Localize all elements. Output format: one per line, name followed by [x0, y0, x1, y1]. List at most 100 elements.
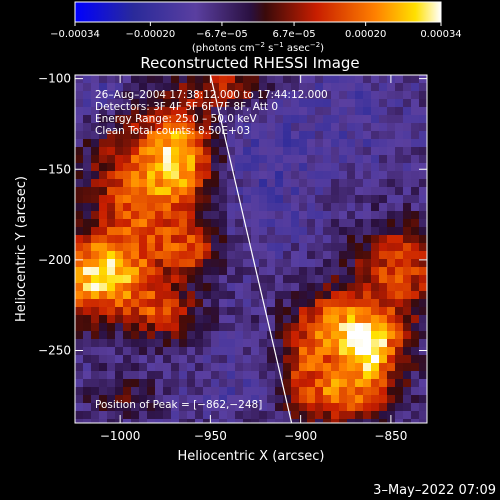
- heatmap-cell: [283, 419, 292, 423]
- heatmap-cell: [331, 163, 340, 172]
- heatmap-cell: [91, 219, 100, 228]
- heatmap-cell: [227, 307, 236, 316]
- colorbar-unit: (photons cm−2 s−1 asec−2): [192, 41, 324, 54]
- heatmap-cell: [147, 123, 156, 132]
- heatmap-cell: [83, 187, 92, 196]
- heatmap-cell: [83, 275, 92, 284]
- heatmap-cell: [83, 299, 92, 308]
- heatmap-cell: [267, 75, 276, 84]
- heatmap-cell: [163, 275, 172, 284]
- heatmap-cell: [387, 91, 396, 100]
- heatmap-cell: [259, 283, 268, 292]
- heatmap-cell: [283, 171, 292, 180]
- heatmap-cell: [307, 379, 316, 388]
- heatmap-cell: [355, 347, 364, 356]
- heatmap-cell: [91, 331, 100, 340]
- heatmap-cell: [163, 243, 172, 252]
- heatmap-cell: [235, 315, 244, 324]
- heatmap-cell: [379, 347, 388, 356]
- heatmap-cell: [275, 299, 284, 308]
- heatmap-cell: [219, 315, 228, 324]
- heatmap-cell: [411, 131, 420, 140]
- heatmap-cell: [243, 419, 252, 423]
- heatmap-cell: [171, 267, 180, 276]
- heatmap-cell: [243, 347, 252, 356]
- heatmap-cell: [379, 243, 388, 252]
- heatmap-cell: [187, 395, 196, 404]
- heatmap-cell: [155, 155, 164, 164]
- heatmap-cell: [123, 395, 132, 404]
- heatmap-cell: [155, 195, 164, 204]
- heatmap-cell: [363, 259, 372, 268]
- heatmap-cell: [227, 83, 236, 92]
- heatmap-cell: [187, 131, 196, 140]
- heatmap-cell: [179, 147, 188, 156]
- heatmap-cell: [147, 163, 156, 172]
- heatmap-cell: [219, 299, 228, 308]
- heatmap-cell: [315, 251, 324, 260]
- heatmap-cell: [275, 275, 284, 284]
- heatmap-cell: [83, 75, 92, 84]
- heatmap-cell: [299, 283, 308, 292]
- heatmap-cell: [219, 219, 228, 228]
- heatmap-cell: [187, 411, 196, 420]
- heatmap-cell: [259, 347, 268, 356]
- heatmap-cell: [395, 243, 404, 252]
- heatmap-cell: [387, 107, 396, 116]
- heatmap-cell: [419, 291, 427, 300]
- heatmap-cell: [195, 387, 204, 396]
- heatmap-cell: [75, 155, 84, 164]
- heatmap-cell: [299, 227, 308, 236]
- heatmap-cell: [331, 275, 340, 284]
- heatmap-cell: [299, 195, 308, 204]
- heatmap-cell: [355, 363, 364, 372]
- heatmap-cell: [211, 171, 220, 180]
- heatmap-cell: [123, 187, 132, 196]
- heatmap-cell: [267, 107, 276, 116]
- heatmap-cell: [347, 299, 356, 308]
- heatmap-cell: [75, 91, 84, 100]
- heatmap-cell: [339, 115, 348, 124]
- heatmap-cell: [267, 315, 276, 324]
- heatmap-cell: [243, 99, 252, 108]
- heatmap-cell: [99, 123, 108, 132]
- heatmap-cell: [323, 275, 332, 284]
- heatmap-cell: [299, 187, 308, 196]
- heatmap-cell: [179, 307, 188, 316]
- heatmap-cell: [323, 403, 332, 412]
- heatmap-cell: [395, 83, 404, 92]
- heatmap-cell: [171, 243, 180, 252]
- heatmap-cell: [283, 115, 292, 124]
- heatmap-cell: [403, 99, 412, 108]
- heatmap-cell: [115, 171, 124, 180]
- heatmap-cell: [371, 155, 380, 164]
- heatmap-cell: [339, 123, 348, 132]
- heatmap-cell: [363, 251, 372, 260]
- heatmap-cell: [227, 91, 236, 100]
- heatmap-cell: [235, 395, 244, 404]
- heatmap-cell: [259, 211, 268, 220]
- heatmap-cell: [411, 411, 420, 420]
- chart-title: Reconstructed RHESSI Image: [140, 54, 359, 72]
- heatmap-cell: [99, 203, 108, 212]
- heatmap-cell: [171, 235, 180, 244]
- heatmap-cell: [243, 411, 252, 420]
- heatmap-cell: [219, 131, 228, 140]
- heatmap-cell: [115, 411, 124, 420]
- heatmap-cell: [283, 363, 292, 372]
- heatmap-cell: [163, 107, 172, 116]
- heatmap-cell: [163, 203, 172, 212]
- heatmap-cell: [307, 75, 316, 84]
- heatmap-cell: [403, 195, 412, 204]
- heatmap-cell: [83, 139, 92, 148]
- heatmap-cell: [323, 387, 332, 396]
- heatmap-cell: [371, 107, 380, 116]
- heatmap-cell: [403, 235, 412, 244]
- heatmap-cell: [139, 379, 148, 388]
- heatmap-cell: [83, 235, 92, 244]
- heatmap-cell: [411, 107, 420, 116]
- heatmap-cell: [387, 283, 396, 292]
- heatmap-cell: [99, 179, 108, 188]
- heatmap-cell: [115, 371, 124, 380]
- heatmap-cell: [219, 291, 228, 300]
